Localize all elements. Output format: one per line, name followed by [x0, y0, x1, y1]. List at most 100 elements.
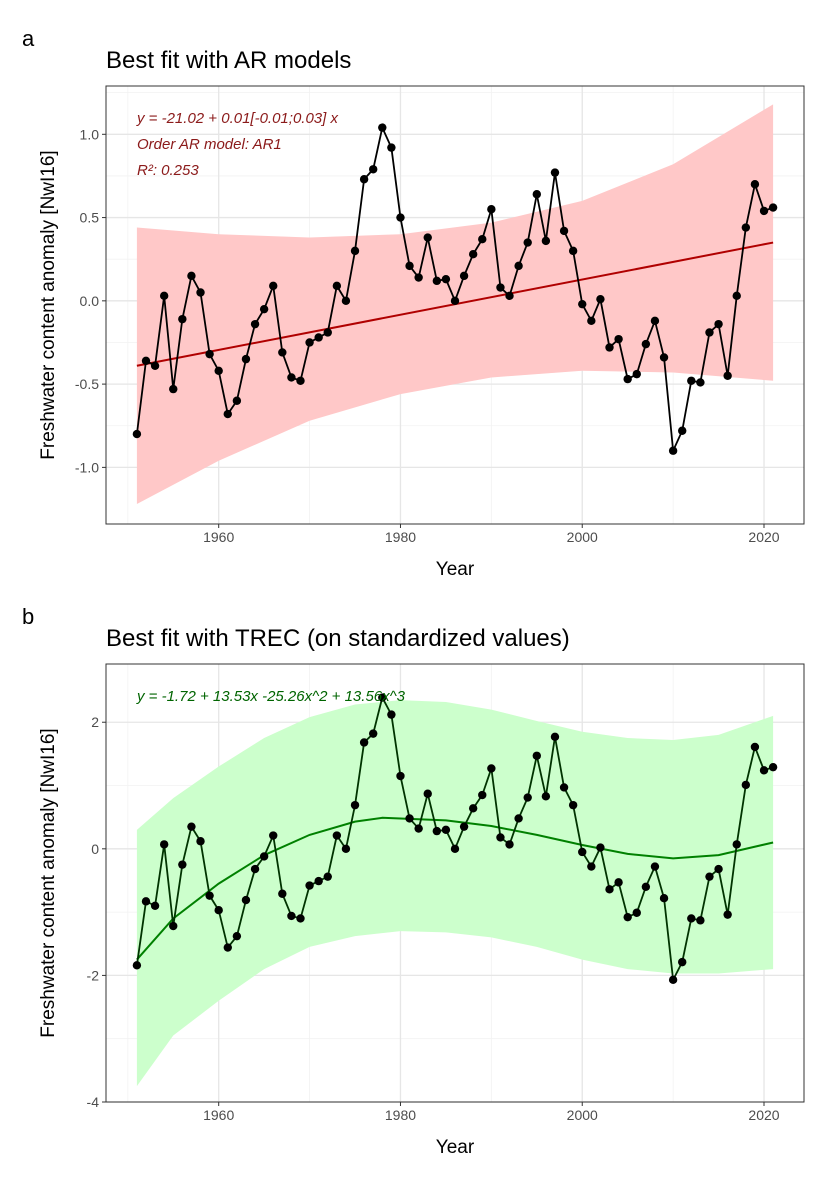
- data-point-1980: [396, 771, 405, 781]
- data-point-1963: [241, 895, 251, 905]
- data-point-1981: [405, 814, 414, 823]
- data-point-1989: [478, 235, 487, 244]
- data-point-1952: [141, 897, 151, 906]
- data-point-1971: [314, 876, 323, 886]
- data-point-2010: [668, 446, 678, 455]
- data-point-2003: [605, 885, 614, 894]
- data-point-1966: [269, 281, 278, 291]
- data-point-1983: [423, 233, 432, 242]
- data-point-1964: [250, 319, 260, 329]
- data-point-2020: [759, 766, 769, 775]
- data-point-1998: [559, 226, 569, 236]
- data-point-1953: [150, 901, 160, 910]
- annotation: R²: 0.253: [137, 162, 199, 179]
- data-point-1973: [332, 831, 342, 840]
- data-point-1984: [432, 826, 442, 836]
- data-point-1989: [478, 790, 487, 800]
- data-point-1962: [232, 396, 242, 405]
- data-point-2008: [650, 316, 660, 326]
- panel-border: [105, 85, 805, 525]
- data-point-1969: [296, 376, 305, 385]
- data-point-1976: [359, 738, 369, 747]
- data-point-1985: [441, 274, 451, 284]
- data-point-2013: [696, 916, 705, 925]
- x-tick-label: 2020: [748, 1107, 779, 1123]
- data-point-1964: [250, 864, 260, 874]
- data-point-1971: [314, 333, 323, 342]
- data-point-1981: [405, 261, 414, 271]
- x-tick-label: 1980: [385, 1107, 416, 1123]
- data-point-1982: [414, 273, 423, 282]
- data-point-2014: [705, 328, 714, 337]
- data-point-1954: [159, 291, 169, 301]
- data-point-1968: [287, 373, 296, 382]
- data-point-1997: [550, 168, 560, 177]
- data-point-1996: [541, 792, 551, 801]
- x-tick-label: 2000: [567, 529, 598, 545]
- data-point-1972: [323, 328, 332, 337]
- data-point-2007: [641, 882, 651, 891]
- y-tick-label: -4: [87, 1094, 100, 1110]
- data-point-2021: [768, 762, 778, 772]
- data-point-1969: [296, 914, 305, 923]
- data-point-1967: [278, 889, 287, 898]
- data-point-1997: [550, 732, 560, 741]
- panel-letter: a: [22, 26, 35, 51]
- data-point-1961: [223, 943, 232, 952]
- data-point-1970: [305, 881, 314, 890]
- data-point-1990: [487, 205, 496, 214]
- data-point-1987: [459, 822, 469, 831]
- data-point-1990: [487, 764, 496, 773]
- data-point-1956: [178, 860, 187, 869]
- data-point-2000: [578, 847, 587, 857]
- data-point-1994: [523, 793, 532, 802]
- data-point-2015: [714, 319, 723, 329]
- data-point-1972: [323, 872, 332, 881]
- data-point-2018: [741, 780, 751, 790]
- data-point-1963: [241, 354, 251, 364]
- data-point-1999: [568, 246, 578, 256]
- data-point-1973: [332, 281, 342, 291]
- data-point-1991: [496, 833, 505, 842]
- data-point-1976: [359, 175, 369, 184]
- data-point-1982: [414, 824, 423, 833]
- data-point-2015: [714, 864, 723, 874]
- x-axis-label: Year: [436, 1137, 475, 1158]
- y-tick-label: 0: [91, 841, 99, 857]
- data-point-2012: [687, 376, 696, 385]
- data-point-2014: [705, 872, 714, 881]
- data-point-1970: [305, 338, 314, 347]
- data-point-2017: [732, 840, 741, 849]
- data-point-2020: [759, 206, 769, 216]
- data-point-2000: [578, 299, 587, 309]
- annotation: Order AR model: AR1: [137, 136, 282, 153]
- data-point-1960: [214, 906, 223, 915]
- confidence-ribbon: [136, 700, 774, 1087]
- data-point-1959: [205, 349, 214, 359]
- panel-border: [105, 663, 805, 1103]
- data-point-1957: [187, 271, 196, 281]
- data-point-1985: [441, 825, 451, 835]
- x-tick-label: 2000: [567, 1107, 598, 1123]
- data-point-2011: [678, 957, 687, 967]
- data-point-1955: [169, 384, 178, 394]
- y-tick-label: -1.0: [75, 459, 99, 475]
- y-axis-label: Freshwater content anomaly [NwI16]: [38, 150, 59, 459]
- data-point-1979: [387, 143, 396, 152]
- data-point-2017: [732, 291, 741, 301]
- y-tick-label: 1.0: [80, 126, 100, 142]
- annotation: y = -1.72 + 13.53x -25.26x^2 + 13.56x^3: [136, 688, 406, 705]
- data-point-1987: [459, 271, 469, 281]
- data-point-1992: [505, 291, 514, 301]
- data-point-2013: [696, 378, 705, 387]
- data-point-1978: [378, 123, 387, 132]
- data-point-1993: [514, 814, 523, 823]
- data-point-2009: [659, 893, 669, 903]
- panel-b: 1960 1980 2000 2020 -4 -2 0 2 Year Freshwater con…: [22, 604, 805, 1158]
- data-point-1979: [387, 710, 396, 719]
- data-point-1978: [378, 693, 387, 702]
- data-point-2006: [632, 369, 641, 379]
- data-point-1984: [432, 276, 442, 286]
- data-point-1965: [259, 304, 269, 314]
